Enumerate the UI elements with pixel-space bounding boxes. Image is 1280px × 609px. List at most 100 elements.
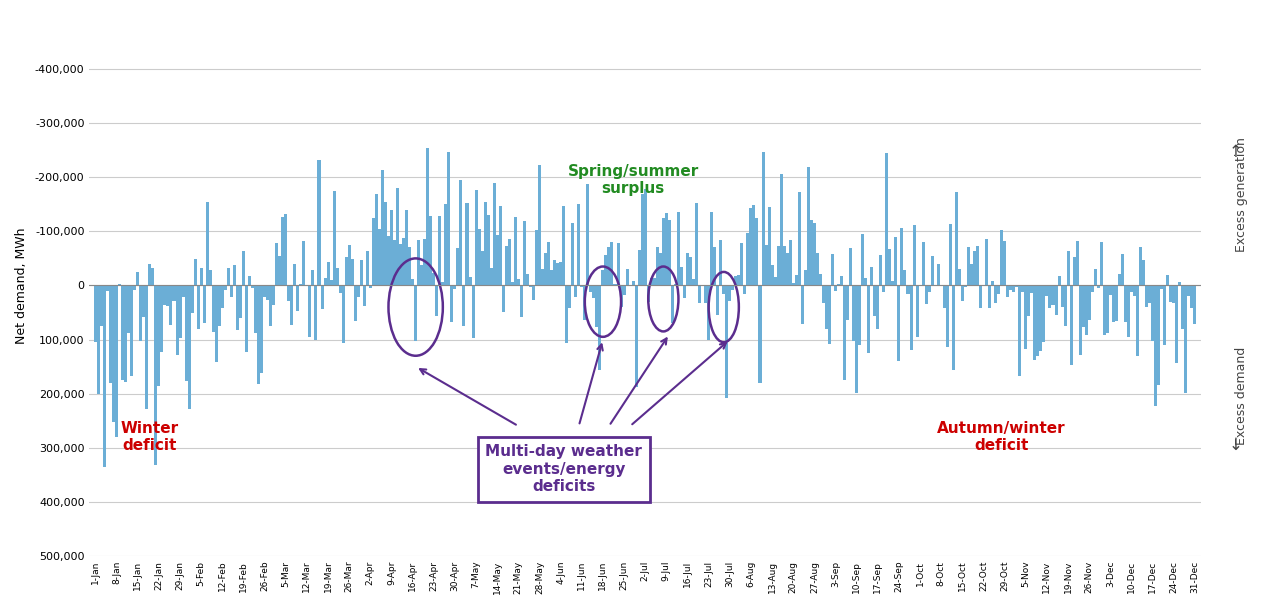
Bar <box>768 207 771 286</box>
Bar <box>952 286 955 370</box>
Bar <box>248 276 251 286</box>
Bar <box>946 286 948 347</box>
Bar <box>211 286 215 332</box>
Bar <box>136 272 140 286</box>
Bar <box>415 286 417 341</box>
Bar <box>937 264 940 286</box>
Bar <box>375 194 378 286</box>
Bar <box>659 253 662 286</box>
Bar <box>664 213 668 286</box>
Bar <box>771 265 773 286</box>
Bar <box>417 241 420 286</box>
Bar <box>1000 230 1004 286</box>
Bar <box>655 247 659 286</box>
Bar <box>230 286 233 297</box>
Bar <box>495 235 499 286</box>
Bar <box>508 239 511 286</box>
Bar <box>575 286 577 297</box>
Bar <box>269 286 273 326</box>
Bar <box>426 149 429 286</box>
Bar <box>1033 286 1037 361</box>
Bar <box>1157 286 1160 385</box>
Bar <box>1146 286 1148 307</box>
Text: Spring/summer
surplus: Spring/summer surplus <box>567 164 699 196</box>
Bar <box>396 188 399 286</box>
Bar <box>188 286 191 409</box>
Bar <box>868 286 870 353</box>
Bar <box>717 286 719 315</box>
Bar <box>200 268 202 286</box>
Bar <box>393 240 396 286</box>
Bar <box>490 269 493 286</box>
Bar <box>686 253 689 286</box>
Bar <box>315 286 317 340</box>
Bar <box>541 269 544 286</box>
Bar <box>369 286 372 288</box>
Bar <box>844 286 846 380</box>
Bar <box>1019 286 1021 376</box>
Bar <box>566 286 568 343</box>
Bar <box>127 286 131 334</box>
Bar <box>589 286 593 292</box>
Bar <box>1009 286 1012 290</box>
Bar <box>755 219 759 286</box>
Bar <box>595 286 598 328</box>
Bar <box>617 243 620 286</box>
Bar <box>387 236 390 286</box>
Bar <box>251 286 253 288</box>
Bar <box>1082 286 1084 326</box>
Bar <box>991 281 995 286</box>
Bar <box>517 279 520 286</box>
Bar <box>475 190 477 286</box>
Bar <box>1172 286 1175 303</box>
Bar <box>124 286 127 382</box>
Bar <box>891 281 895 286</box>
Bar <box>1148 286 1151 303</box>
Bar <box>620 286 622 307</box>
Bar <box>504 246 508 286</box>
Bar <box>1184 286 1188 393</box>
Bar <box>1175 286 1179 363</box>
Bar <box>626 269 628 286</box>
Bar <box>831 255 835 286</box>
Bar <box>759 286 762 383</box>
Bar <box>571 224 575 286</box>
Bar <box>819 275 822 286</box>
Bar <box>118 284 122 286</box>
Bar <box>164 286 166 305</box>
Bar <box>852 286 855 341</box>
Bar <box>855 286 858 393</box>
Bar <box>438 216 442 286</box>
Bar <box>175 286 178 356</box>
Bar <box>792 283 795 286</box>
Bar <box>191 286 193 313</box>
Bar <box>580 286 584 287</box>
Bar <box>273 286 275 305</box>
Bar <box>502 286 504 312</box>
Bar <box>372 217 375 286</box>
Bar <box>970 264 973 286</box>
Bar <box>466 203 468 286</box>
Bar <box>1103 286 1106 335</box>
Bar <box>828 286 831 344</box>
Bar <box>877 286 879 329</box>
Bar <box>973 251 975 286</box>
Bar <box>813 222 815 286</box>
Bar <box>442 282 444 286</box>
Bar <box>975 246 979 286</box>
Bar <box>858 286 861 345</box>
Bar <box>1155 286 1157 406</box>
Bar <box>924 286 928 304</box>
Bar <box>746 233 749 286</box>
Bar <box>1055 286 1057 315</box>
Bar <box>1130 286 1133 292</box>
Bar <box>806 167 810 286</box>
Bar <box>1190 286 1193 308</box>
Bar <box>404 210 408 286</box>
Text: Excess generation: Excess generation <box>1235 138 1248 252</box>
Bar <box>713 247 717 286</box>
Bar <box>1151 286 1155 340</box>
Bar <box>353 286 357 322</box>
Bar <box>221 286 224 308</box>
Bar <box>948 225 952 286</box>
